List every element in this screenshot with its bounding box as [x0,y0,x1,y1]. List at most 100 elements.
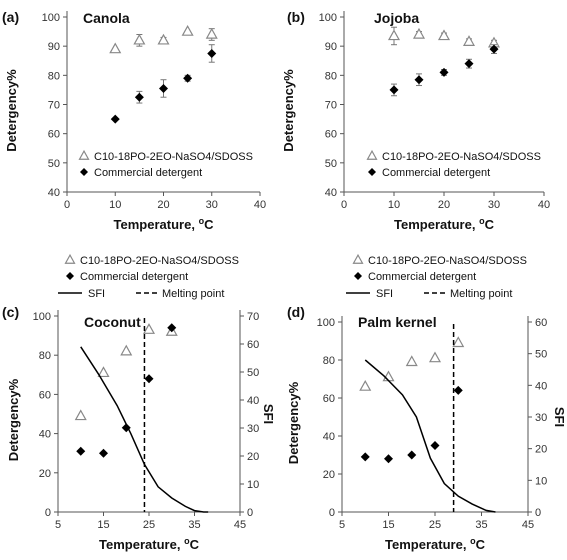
data-point-diamond [76,446,86,456]
data-point-diamond [360,452,370,462]
data-point-triangle [74,409,87,421]
legend-label: C10-18PO-2EO-NaSO4/SDOSS [368,255,527,267]
data-point-diamond [389,85,399,95]
legend-label: Commercial detergent [382,167,490,179]
y-tick-label: 50 [325,158,337,170]
legend-triangle-marker [366,149,378,160]
data-point-triangle [405,355,418,367]
x-tick-label: 40 [254,199,266,211]
x-tick-label: 30 [206,199,218,211]
legend-label: SFI [376,288,393,300]
data-point-triangle [181,24,194,36]
x-tick-label: 45 [522,519,534,531]
y-tick-label: 0 [45,507,51,519]
data-point-triangle [452,336,465,348]
y2-tick-label: 30 [535,412,547,424]
y-tick-label: 40 [323,431,335,443]
data-point-diamond [167,323,177,333]
series-3 [364,359,496,513]
legend: C10-18PO-2EO-NaSO4/SDOSS Commercial deter… [346,253,527,300]
y-tick-label: 90 [325,41,337,53]
data-point-diamond [183,73,193,83]
y2-tick-label: 20 [247,451,259,463]
data-point-triangle [412,27,426,39]
legend: C10-18PO-2EO-NaSO4/SDOSS Commercial deter… [58,253,239,300]
x-tick-label: 5 [55,519,61,531]
data-point-diamond [99,448,108,458]
y-tick-label: 70 [48,100,60,112]
sfi-line [364,359,496,513]
data-point-diamond [134,92,144,102]
legend: C10-18PO-2EO-NaSO4/SDOSS Commercial deter… [78,149,253,179]
data-point-triangle [387,29,401,41]
y-tick-label: 90 [48,41,60,53]
series-2 [110,44,217,124]
series-2 [76,323,177,458]
data-point-triangle [205,27,218,39]
y2-tick-label: 50 [535,349,547,361]
series-3 [80,346,209,513]
x-tick-label: 0 [341,199,347,211]
data-point-diamond [464,59,474,69]
y2-tick-label: 0 [247,507,253,519]
data-point-diamond [414,75,424,85]
y-tick-label: 100 [317,317,335,329]
x-tick-label: 30 [488,199,500,211]
series-1 [74,323,178,421]
data-point-triangle [359,379,372,391]
x-tick-label: 15 [97,519,109,531]
x-tick-label: 25 [429,519,441,531]
legend-label: C10-18PO-2EO-NaSO4/SDOSS [80,255,239,267]
legend-triangle-marker [78,149,90,160]
data-point-diamond [384,454,393,464]
y2-tick-label: 70 [247,311,259,323]
y2-tick-label: 60 [247,339,259,351]
panel-label: (d) [287,304,305,320]
panel-label: (c) [2,304,19,320]
y-tick-label: 60 [48,129,60,141]
legend-label: SFI [88,288,105,300]
x-axis-label: Temperature, oC [394,216,495,232]
x-tick-label: 35 [188,519,200,531]
chart-title: Coconut [84,314,141,330]
series-1 [109,24,218,54]
data-point-triangle [462,35,476,46]
x-tick-label: 10 [109,199,121,211]
y-tick-label: 40 [48,187,60,199]
legend-label: C10-18PO-2EO-NaSO4/SDOSS [382,151,541,163]
chart-panel-1: (a) Canola 0 10 20 30 40 40 50 60 70 80 90 100 Tempera… [2,9,266,232]
x-tick-label: 10 [388,199,400,211]
y-tick-label: 80 [48,70,60,82]
x-axis-label: Temperature, oC [114,216,215,232]
legend-label: Commercial detergent [368,271,476,283]
y2-axis-label: SFI [261,404,276,424]
legend-diamond-marker [354,272,362,280]
y2-tick-label: 40 [535,380,547,392]
y2-tick-label: 30 [247,423,259,435]
y-tick-label: 40 [39,429,51,441]
data-point-triangle [437,29,451,41]
y-axis-label: Detergency% [4,69,19,152]
y-axis-label: Detergency% [286,381,301,464]
legend-label: Commercial detergent [94,167,202,179]
legend-triangle-marker [352,253,364,264]
x-tick-label: 45 [234,519,246,531]
data-point-triangle [120,344,133,356]
x-tick-label: 40 [538,199,550,211]
legend-label: C10-18PO-2EO-NaSO4/SDOSS [94,151,253,163]
series-2 [360,385,463,464]
y-tick-label: 0 [329,507,335,519]
x-tick-label: 0 [64,199,70,211]
y2-axis-label: SFI [552,407,567,427]
y-tick-label: 20 [323,469,335,481]
data-point-diamond [407,450,417,460]
panel-label: (b) [287,9,305,25]
series-1 [359,336,465,391]
legend-triangle-marker [64,253,76,264]
data-point-diamond [489,44,499,54]
y2-tick-label: 0 [535,507,541,519]
y-tick-label: 60 [325,129,337,141]
